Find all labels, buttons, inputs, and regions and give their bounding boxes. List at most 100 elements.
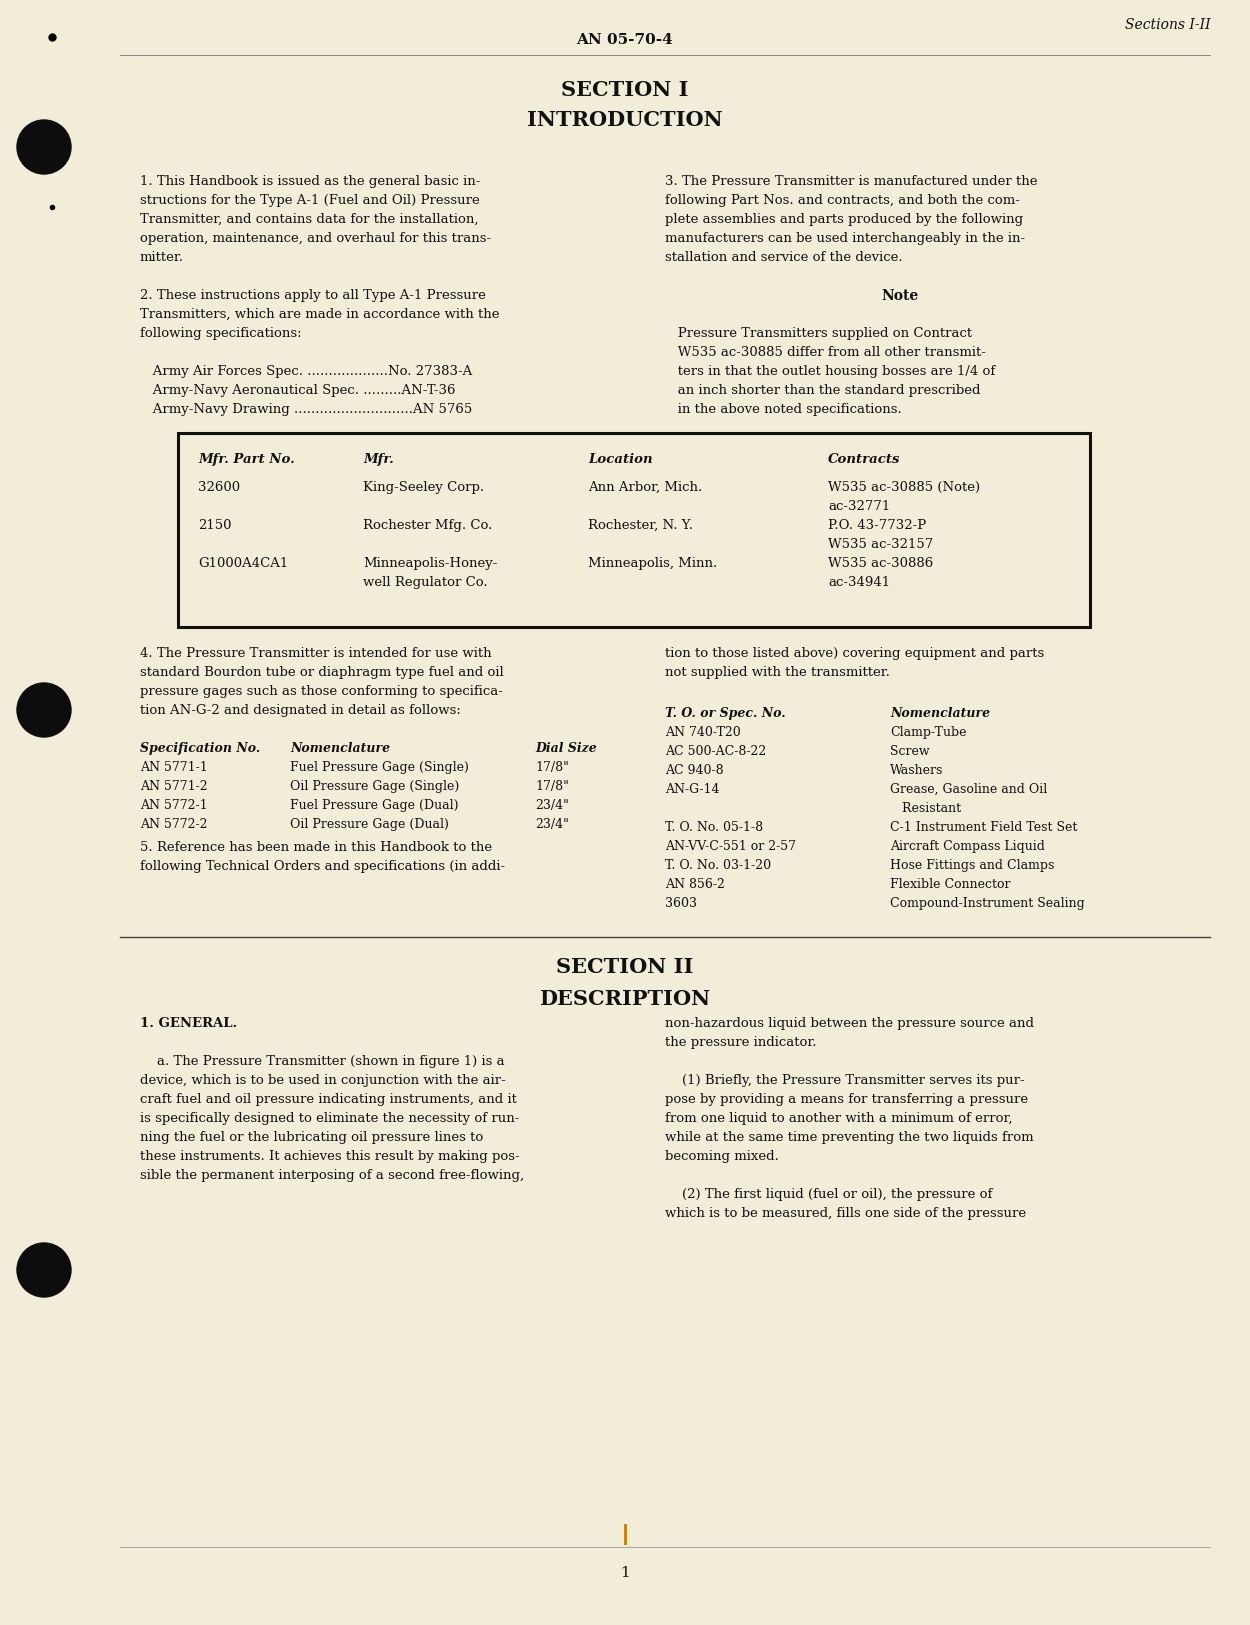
Text: W535 ac-30885 differ from all other transmit-: W535 ac-30885 differ from all other tran… xyxy=(665,346,986,359)
Text: AN 856-2: AN 856-2 xyxy=(665,878,725,891)
Text: these instruments. It achieves this result by making pos-: these instruments. It achieves this resu… xyxy=(140,1150,520,1164)
Text: structions for the Type A-1 (Fuel and Oil) Pressure: structions for the Type A-1 (Fuel and Oi… xyxy=(140,193,480,206)
Text: following specifications:: following specifications: xyxy=(140,327,301,340)
Text: Nomenclature: Nomenclature xyxy=(890,707,990,720)
Circle shape xyxy=(18,1243,71,1297)
Text: is specifically designed to eliminate the necessity of run-: is specifically designed to eliminate th… xyxy=(140,1112,520,1124)
Text: AN-VV-C-551 or 2-57: AN-VV-C-551 or 2-57 xyxy=(665,840,796,853)
Text: C-1 Instrument Field Test Set: C-1 Instrument Field Test Set xyxy=(890,821,1078,834)
Text: Resistant: Resistant xyxy=(890,803,961,816)
Text: T. O. or Spec. No.: T. O. or Spec. No. xyxy=(665,707,786,720)
Text: Dial Size: Dial Size xyxy=(535,743,596,756)
Text: ning the fuel or the lubricating oil pressure lines to: ning the fuel or the lubricating oil pre… xyxy=(140,1131,484,1144)
Text: Rochester, N. Y.: Rochester, N. Y. xyxy=(588,518,693,531)
Text: while at the same time preventing the two liquids from: while at the same time preventing the tw… xyxy=(665,1131,1034,1144)
Text: Fuel Pressure Gage (Single): Fuel Pressure Gage (Single) xyxy=(290,760,469,773)
Text: 23/4": 23/4" xyxy=(535,800,569,812)
Text: 17/8": 17/8" xyxy=(535,760,569,773)
Text: Fuel Pressure Gage (Dual): Fuel Pressure Gage (Dual) xyxy=(290,800,459,812)
Text: G1000A4CA1: G1000A4CA1 xyxy=(198,557,289,570)
Text: T. O. No. 03-1-20: T. O. No. 03-1-20 xyxy=(665,860,771,873)
Text: Mfr. Part No.: Mfr. Part No. xyxy=(198,453,295,466)
Text: craft fuel and oil pressure indicating instruments, and it: craft fuel and oil pressure indicating i… xyxy=(140,1094,518,1107)
Text: DESCRIPTION: DESCRIPTION xyxy=(540,990,710,1009)
Text: sible the permanent interposing of a second free-flowing,: sible the permanent interposing of a sec… xyxy=(140,1168,524,1181)
Text: plete assemblies and parts produced by the following: plete assemblies and parts produced by t… xyxy=(665,213,1022,226)
Text: Specification No.: Specification No. xyxy=(140,743,260,756)
Text: 1. GENERAL.: 1. GENERAL. xyxy=(140,1017,238,1030)
Text: Flexible Connector: Flexible Connector xyxy=(890,878,1010,891)
Text: 1: 1 xyxy=(620,1566,630,1580)
Text: W535 ac-30885 (Note): W535 ac-30885 (Note) xyxy=(828,481,980,494)
Text: Compound-Instrument Sealing: Compound-Instrument Sealing xyxy=(890,897,1085,910)
Text: AN 5772-2: AN 5772-2 xyxy=(140,817,208,830)
Text: 2150: 2150 xyxy=(198,518,231,531)
Text: the pressure indicator.: the pressure indicator. xyxy=(665,1037,816,1050)
Text: which is to be measured, fills one side of the pressure: which is to be measured, fills one side … xyxy=(665,1207,1026,1220)
Text: Sections I-II: Sections I-II xyxy=(1125,18,1211,32)
Text: from one liquid to another with a minimum of error,: from one liquid to another with a minimu… xyxy=(665,1112,1012,1124)
Text: AC 940-8: AC 940-8 xyxy=(665,764,724,777)
Text: 3. The Pressure Transmitter is manufactured under the: 3. The Pressure Transmitter is manufactu… xyxy=(665,176,1038,188)
Text: Army Air Forces Spec. ...................No. 27383-A: Army Air Forces Spec. ..................… xyxy=(140,366,472,379)
Text: an inch shorter than the standard prescribed: an inch shorter than the standard prescr… xyxy=(665,384,980,396)
Text: non-hazardous liquid between the pressure source and: non-hazardous liquid between the pressur… xyxy=(665,1017,1034,1030)
Circle shape xyxy=(18,682,71,738)
Text: 23/4": 23/4" xyxy=(535,817,569,830)
Text: device, which is to be used in conjunction with the air-: device, which is to be used in conjuncti… xyxy=(140,1074,506,1087)
Text: 4. The Pressure Transmitter is intended for use with: 4. The Pressure Transmitter is intended … xyxy=(140,647,491,660)
Text: mitter.: mitter. xyxy=(140,250,184,263)
Text: SECTION I: SECTION I xyxy=(561,80,689,101)
Text: AN 5771-2: AN 5771-2 xyxy=(140,780,208,793)
Text: tion to those listed above) covering equipment and parts: tion to those listed above) covering equ… xyxy=(665,647,1044,660)
Text: 3603: 3603 xyxy=(665,897,698,910)
Text: Rochester Mfg. Co.: Rochester Mfg. Co. xyxy=(362,518,493,531)
Text: Ann Arbor, Mich.: Ann Arbor, Mich. xyxy=(588,481,703,494)
Text: 2. These instructions apply to all Type A-1 Pressure: 2. These instructions apply to all Type … xyxy=(140,289,486,302)
Text: well Regulator Co.: well Regulator Co. xyxy=(362,575,488,588)
Text: stallation and service of the device.: stallation and service of the device. xyxy=(665,250,902,263)
Text: Contracts: Contracts xyxy=(828,453,900,466)
Text: tion AN-G-2 and designated in detail as follows:: tion AN-G-2 and designated in detail as … xyxy=(140,704,461,717)
Text: Army-Navy Aeronautical Spec. .........AN-T-36: Army-Navy Aeronautical Spec. .........AN… xyxy=(140,384,455,396)
Text: Army-Navy Drawing ............................AN 5765: Army-Navy Drawing ......................… xyxy=(140,403,472,416)
Text: INTRODUCTION: INTRODUCTION xyxy=(528,111,722,130)
Text: T. O. No. 05-1-8: T. O. No. 05-1-8 xyxy=(665,821,762,834)
Text: Clamp-Tube: Clamp-Tube xyxy=(890,726,966,739)
Text: 1. This Handbook is issued as the general basic in-: 1. This Handbook is issued as the genera… xyxy=(140,176,480,188)
Text: ac-34941: ac-34941 xyxy=(828,575,890,588)
Text: AN 5771-1: AN 5771-1 xyxy=(140,760,208,773)
Text: Nomenclature: Nomenclature xyxy=(290,743,390,756)
Text: SECTION II: SECTION II xyxy=(556,957,694,977)
Text: becoming mixed.: becoming mixed. xyxy=(665,1150,779,1164)
Text: (2) The first liquid (fuel or oil), the pressure of: (2) The first liquid (fuel or oil), the … xyxy=(665,1188,992,1201)
Text: Transmitters, which are made in accordance with the: Transmitters, which are made in accordan… xyxy=(140,309,500,322)
Text: operation, maintenance, and overhaul for this trans-: operation, maintenance, and overhaul for… xyxy=(140,232,491,245)
Text: King-Seeley Corp.: King-Seeley Corp. xyxy=(362,481,484,494)
Text: (1) Briefly, the Pressure Transmitter serves its pur-: (1) Briefly, the Pressure Transmitter se… xyxy=(665,1074,1025,1087)
Text: 32600: 32600 xyxy=(198,481,240,494)
Text: following Technical Orders and specifications (in addi-: following Technical Orders and specifica… xyxy=(140,860,505,873)
Text: Note: Note xyxy=(881,289,919,302)
Text: AC 500-AC-8-22: AC 500-AC-8-22 xyxy=(665,744,766,757)
Text: Oil Pressure Gage (Dual): Oil Pressure Gage (Dual) xyxy=(290,817,449,830)
Text: Mfr.: Mfr. xyxy=(362,453,394,466)
Text: AN 05-70-4: AN 05-70-4 xyxy=(576,32,674,47)
Text: Aircraft Compass Liquid: Aircraft Compass Liquid xyxy=(890,840,1045,853)
Text: pressure gages such as those conforming to specifica-: pressure gages such as those conforming … xyxy=(140,686,503,699)
Text: in the above noted specifications.: in the above noted specifications. xyxy=(665,403,901,416)
Text: Location: Location xyxy=(588,453,652,466)
Text: Screw: Screw xyxy=(890,744,930,757)
Text: Minneapolis-Honey-: Minneapolis-Honey- xyxy=(362,557,498,570)
Text: AN-G-14: AN-G-14 xyxy=(665,783,720,796)
Text: Pressure Transmitters supplied on Contract: Pressure Transmitters supplied on Contra… xyxy=(665,327,972,340)
Text: following Part Nos. and contracts, and both the com-: following Part Nos. and contracts, and b… xyxy=(665,193,1020,206)
Text: 17/8": 17/8" xyxy=(535,780,569,793)
Text: 5. Reference has been made in this Handbook to the: 5. Reference has been made in this Handb… xyxy=(140,842,493,855)
Text: not supplied with the transmitter.: not supplied with the transmitter. xyxy=(665,666,890,679)
Text: standard Bourdon tube or diaphragm type fuel and oil: standard Bourdon tube or diaphragm type … xyxy=(140,666,504,679)
Text: ters in that the outlet housing bosses are 1/4 of: ters in that the outlet housing bosses a… xyxy=(665,366,995,379)
FancyBboxPatch shape xyxy=(177,432,1090,627)
Circle shape xyxy=(18,120,71,174)
Text: Transmitter, and contains data for the installation,: Transmitter, and contains data for the i… xyxy=(140,213,479,226)
